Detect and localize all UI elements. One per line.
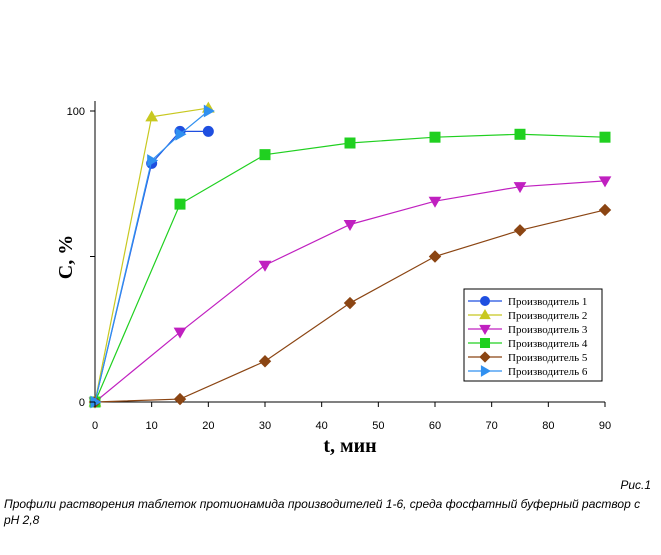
legend-label: Производитель 5 <box>508 352 588 364</box>
x-tick-label: 0 <box>92 420 98 432</box>
legend: Производитель 1 Производитель 2 Производит… <box>463 288 603 382</box>
data-point <box>343 219 357 231</box>
data-point <box>480 338 490 348</box>
data-point <box>202 125 214 137</box>
data-point <box>259 149 271 161</box>
x-tick-label: 20 <box>202 420 214 432</box>
y-tick-label: 0 <box>79 397 85 409</box>
data-point <box>428 196 442 208</box>
data-point <box>344 137 356 149</box>
data-point <box>480 296 490 306</box>
data-point <box>145 110 159 122</box>
legend-label: Производитель 3 <box>508 324 588 336</box>
data-point <box>514 128 526 140</box>
data-point <box>343 296 357 310</box>
legend-entry: Производитель 6 <box>468 365 588 378</box>
data-point <box>258 355 272 368</box>
data-point <box>428 250 442 263</box>
data-point <box>513 182 527 194</box>
data-point <box>513 224 527 237</box>
legend-label: Производитель 2 <box>508 310 587 322</box>
series-2 <box>88 101 215 407</box>
data-point <box>479 351 491 363</box>
figure-caption: Профили растворения таблеток протионамид… <box>4 497 641 527</box>
data-point <box>147 154 159 167</box>
x-ticks: 0 10 20 30 40 50 60 70 80 90 <box>92 402 611 432</box>
data-point <box>429 131 441 143</box>
series-6 <box>90 104 215 409</box>
y-tick-label: 100 <box>67 106 85 118</box>
x-tick-label: 50 <box>372 420 384 432</box>
data-point <box>598 176 612 188</box>
legend-entry: Производитель 3 <box>468 324 588 336</box>
x-tick-label: 70 <box>486 420 498 432</box>
data-point <box>203 104 215 118</box>
legend-entry: Производитель 1 <box>468 296 587 308</box>
data-point <box>480 365 491 377</box>
legend-label: Производитель 6 <box>508 366 588 378</box>
figure-label: Рис.1 <box>620 478 651 492</box>
x-tick-label: 40 <box>316 420 328 432</box>
dissolution-chart: 0 10 20 30 40 50 60 70 80 90 0 100 t, мин C, % Про… <box>55 101 612 457</box>
series-line <box>94 107 209 403</box>
y-ticks: 0 100 <box>67 106 95 409</box>
series-1 <box>89 125 214 408</box>
legend-label: Производитель 1 <box>508 296 587 308</box>
data-point <box>479 309 491 320</box>
x-tick-label: 30 <box>259 420 271 432</box>
y-axis-title: C, % <box>55 235 77 279</box>
data-point <box>599 131 611 143</box>
data-point <box>173 392 187 406</box>
data-point <box>479 324 491 335</box>
series-line <box>94 110 209 403</box>
data-point <box>173 327 187 339</box>
x-tick-label: 90 <box>599 420 611 432</box>
x-tick-label: 60 <box>429 420 441 432</box>
data-point <box>174 198 186 210</box>
x-tick-label: 80 <box>542 420 554 432</box>
series-layer <box>88 101 612 409</box>
x-axis-title: t, мин <box>323 435 376 457</box>
legend-entry: Производитель 4 <box>468 338 588 350</box>
series-5 <box>88 203 612 409</box>
legend-entry: Производитель 5 <box>468 351 588 364</box>
x-tick-label: 10 <box>146 420 158 432</box>
legend-label: Производитель 4 <box>508 338 588 350</box>
data-point <box>258 260 272 272</box>
data-point <box>598 203 612 217</box>
legend-entry: Производитель 2 <box>468 309 587 322</box>
data-point <box>175 127 187 141</box>
